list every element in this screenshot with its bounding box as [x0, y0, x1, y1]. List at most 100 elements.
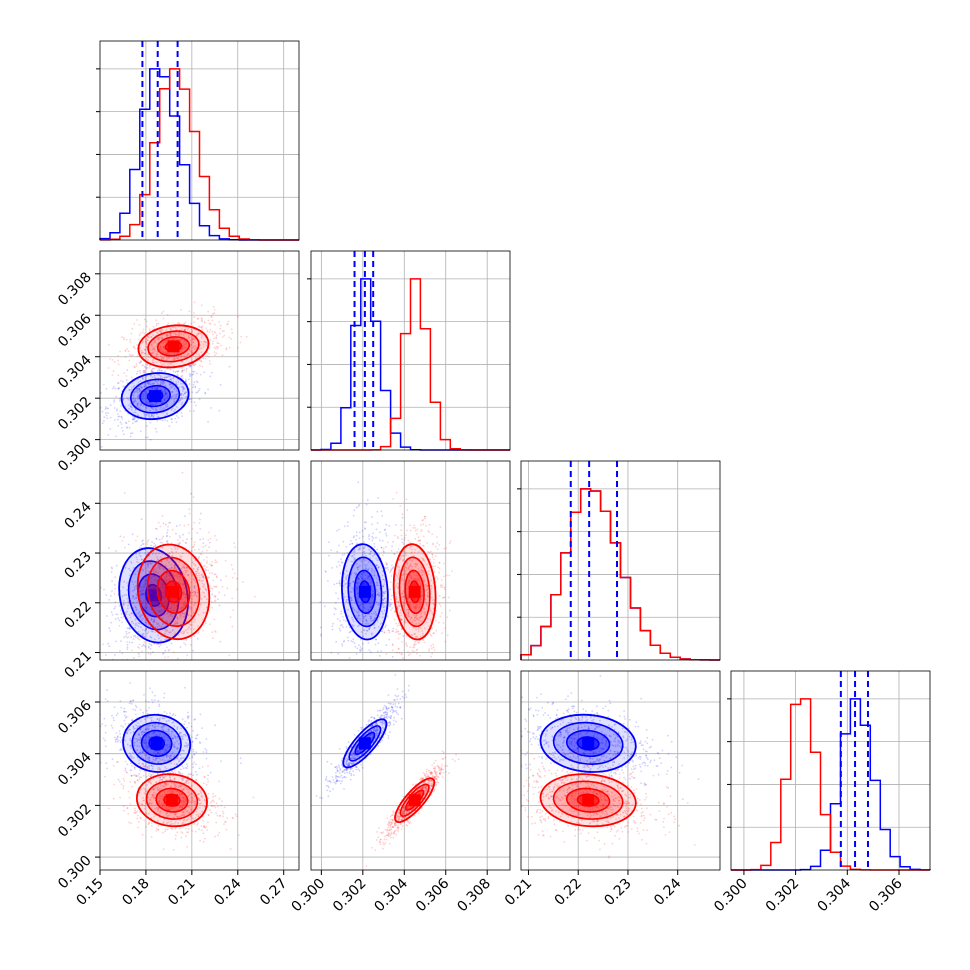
- scatter-point: [430, 584, 433, 587]
- scatter-point: [184, 392, 186, 395]
- scatter-point: [369, 665, 371, 667]
- scatter-point: [163, 604, 166, 607]
- scatter-point: [335, 582, 338, 585]
- scatter-point: [146, 765, 149, 768]
- scatter-point: [228, 346, 231, 349]
- scatter-point: [376, 582, 378, 584]
- scatter-point: [121, 430, 124, 432]
- scatter-point: [171, 390, 174, 393]
- scatter-point: [137, 395, 140, 397]
- scatter-point: [153, 367, 156, 370]
- scatter-point: [147, 383, 150, 386]
- scatter-point: [208, 331, 211, 333]
- scatter-point: [171, 421, 173, 424]
- scatter-point: [211, 606, 214, 609]
- scatter-point: [152, 367, 154, 370]
- scatter-point: [175, 352, 178, 355]
- scatter-point: [409, 529, 412, 532]
- scatter-point: [137, 725, 140, 728]
- scatter-point: [436, 578, 439, 581]
- scatter-point: [211, 330, 214, 333]
- scatter-point: [159, 610, 161, 613]
- scatter-point: [142, 543, 145, 545]
- scatter-point: [369, 651, 372, 654]
- scatter-point: [166, 394, 169, 397]
- scatter-point: [148, 751, 150, 753]
- scatter-point: [104, 408, 107, 410]
- scatter-point: [181, 348, 184, 351]
- scatter-point: [413, 574, 416, 577]
- scatter-point: [182, 344, 185, 347]
- scatter-point: [122, 602, 125, 605]
- scatter-point: [169, 578, 171, 580]
- scatter-point: [390, 609, 392, 612]
- scatter-point: [148, 615, 151, 618]
- scatter-point: [111, 580, 113, 582]
- scatter-point: [130, 621, 133, 623]
- scatter-point: [205, 556, 208, 558]
- scatter-point: [161, 381, 164, 384]
- scatter-point: [152, 589, 155, 592]
- scatter-point: [118, 398, 121, 400]
- scatter-point: [137, 378, 139, 381]
- scatter-point: [176, 736, 179, 739]
- scatter-point: [165, 358, 168, 361]
- scatter-point: [405, 642, 408, 644]
- scatter-point: [190, 398, 193, 400]
- scatter-point: [361, 529, 364, 532]
- scatter-point: [118, 730, 121, 732]
- scatter-point: [145, 716, 147, 719]
- scatter-point: [397, 647, 400, 650]
- scatter-point: [184, 596, 187, 598]
- scatter-point: [175, 532, 177, 535]
- scatter-point: [387, 629, 390, 632]
- scatter-point: [159, 776, 162, 779]
- scatter-point: [151, 402, 154, 405]
- scatter-point: [382, 594, 384, 597]
- scatter-point: [207, 420, 210, 423]
- scatter-point: [173, 337, 176, 340]
- scatter-point: [169, 332, 172, 335]
- scatter-point: [383, 605, 386, 608]
- scatter-point: [407, 651, 409, 653]
- scatter-point: [399, 611, 402, 614]
- scatter-point: [127, 621, 130, 623]
- scatter-point: [410, 575, 412, 578]
- scatter-point: [170, 735, 173, 738]
- scatter-point: [430, 590, 432, 592]
- scatter-point: [352, 580, 355, 583]
- scatter-point: [426, 585, 429, 587]
- scatter-point: [395, 600, 398, 603]
- scatter-point: [102, 383, 105, 386]
- scatter-point: [194, 763, 197, 766]
- scatter-point: [370, 605, 372, 608]
- scatter-point: [154, 727, 157, 729]
- scatter-point: [117, 382, 120, 384]
- scatter-point: [159, 644, 162, 646]
- scatter-point: [399, 618, 402, 621]
- scatter-point: [443, 586, 446, 589]
- scatter-point: [157, 634, 159, 637]
- scatter-point: [149, 403, 152, 406]
- scatter-point: [215, 336, 218, 339]
- scatter-point: [142, 589, 145, 592]
- scatter-point: [400, 618, 403, 621]
- scatter-point: [432, 565, 435, 568]
- scatter-point: [179, 397, 182, 400]
- scatter-point: [373, 624, 376, 626]
- scatter-point: [138, 733, 140, 736]
- scatter-point: [214, 535, 216, 537]
- scatter-point: [119, 700, 122, 703]
- scatter-point: [233, 572, 236, 575]
- scatter-point: [341, 643, 343, 645]
- scatter-point: [168, 362, 171, 365]
- scatter-point: [245, 335, 248, 338]
- scatter-point: [192, 774, 195, 777]
- scatter-point: [182, 591, 185, 594]
- scatter-point: [167, 334, 169, 337]
- scatter-point: [375, 536, 377, 539]
- scatter-point: [167, 719, 170, 722]
- scatter-point: [145, 325, 148, 328]
- scatter-point: [217, 346, 219, 348]
- scatter-point: [180, 350, 183, 353]
